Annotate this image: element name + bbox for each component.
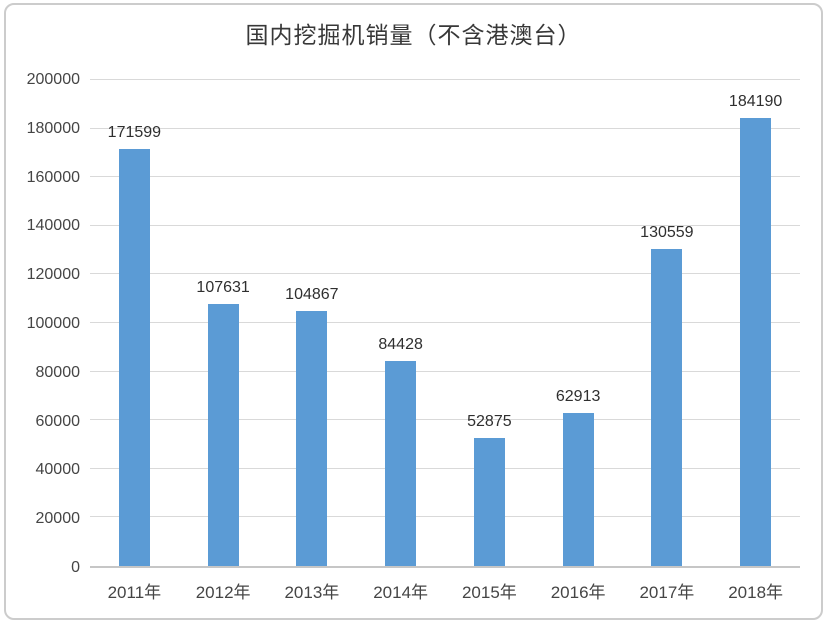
bar-slot: 130559	[623, 80, 712, 566]
y-tick-label: 0	[71, 559, 80, 576]
chart-title: 国内挖掘机销量（不含港澳台）	[245, 22, 582, 48]
x-tick-label: 2013年	[284, 583, 340, 602]
bar-value-label: 130559	[640, 223, 694, 241]
x-tick-label: 2011年	[107, 583, 162, 602]
x-axis: 2011年 2012年 2013年 2014年 2015年 2016年 2017年 2018年	[90, 578, 800, 602]
x-tick-label: 2017年	[639, 583, 695, 602]
bar-value-label: 104867	[285, 286, 339, 304]
bar-2013	[296, 311, 328, 566]
gridline	[90, 516, 800, 518]
bar-value-label: 84428	[378, 335, 423, 353]
y-tick-label: 40000	[35, 461, 81, 479]
y-tick-label: 80000	[35, 363, 81, 381]
gridline	[90, 79, 800, 80]
gridline	[90, 370, 800, 372]
y-tick-label: 100000	[26, 315, 80, 332]
gridline	[90, 273, 800, 275]
bar-slot: 52875	[445, 80, 534, 566]
y-tick-label: 140000	[26, 217, 80, 235]
x-tick-label: 2014年	[373, 583, 429, 602]
plot-area: 171599 107631 104867 84428 52875 62913 130559 1…	[90, 79, 800, 568]
bar-2011	[118, 149, 150, 566]
bar-2016	[562, 413, 594, 566]
bar-2014	[385, 360, 417, 566]
bar-value-label: 184190	[728, 93, 783, 111]
bar-slot: 107631	[179, 80, 268, 566]
bar-slot: 104867	[268, 80, 357, 566]
bar-value-label: 171599	[107, 124, 162, 142]
bar-slot: 62913	[534, 80, 623, 566]
x-tick-label: 2015年	[461, 583, 517, 602]
bar-2015	[473, 437, 505, 566]
y-tick-label: 200000	[26, 71, 80, 88]
y-tick-label: 60000	[35, 412, 81, 430]
y-tick-label: 180000	[26, 119, 80, 137]
x-tick-label: 2018年	[728, 583, 784, 602]
bar-slot: 184190	[711, 80, 800, 566]
bar-slot: 84428	[356, 80, 445, 566]
gridline	[90, 224, 800, 226]
bar-value-label: 107631	[196, 279, 250, 297]
bar-2018	[740, 118, 772, 566]
y-tick-label: 160000	[26, 168, 80, 186]
gridline	[90, 322, 800, 323]
gridline	[90, 127, 800, 129]
gridline	[90, 176, 800, 178]
x-tick-label: 2012年	[195, 583, 251, 602]
y-tick-label: 20000	[35, 510, 81, 528]
bar-2012	[207, 304, 239, 566]
bar-value-label: 52875	[467, 412, 512, 430]
gridline	[90, 467, 800, 469]
y-axis: 0 20000 40000 60000 80000 100000 120000 140000 1…	[0, 71, 84, 576]
bar-value-label: 62913	[555, 388, 601, 406]
y-tick-label: 120000	[26, 266, 80, 284]
gridline	[90, 419, 800, 421]
bar-2017	[651, 248, 683, 566]
x-tick-label: 2016年	[550, 583, 606, 602]
bar-slot: 171599	[90, 80, 179, 566]
